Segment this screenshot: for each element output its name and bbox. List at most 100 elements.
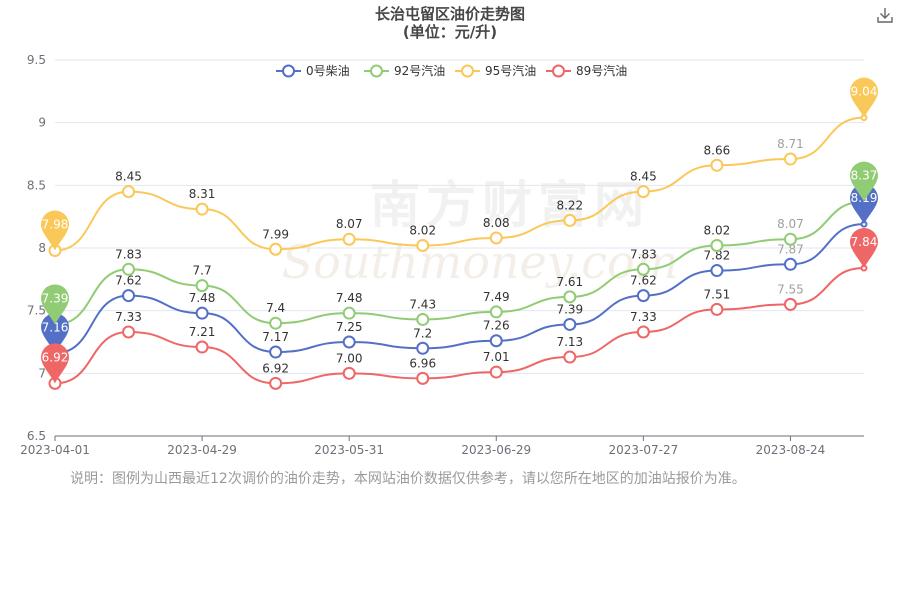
data-label: 7.25 [336, 320, 363, 334]
y-tick-label: 9.5 [27, 53, 46, 67]
pin-layer: 7.168.197.398.377.989.046.927.84 [41, 77, 878, 384]
pin-label: 6.92 [42, 350, 69, 364]
y-tick-label: 8.5 [27, 178, 46, 192]
data-point [416, 371, 430, 385]
data-label: 8.66 [704, 143, 731, 157]
pin-shape [850, 228, 878, 269]
data-label: 7.01 [483, 350, 510, 364]
data-label: 6.92 [262, 361, 289, 375]
data-label: 8.71 [777, 137, 804, 151]
data-label: 7.83 [630, 247, 657, 261]
data-point [710, 302, 724, 316]
marker-pin: 9.04 [850, 77, 878, 118]
data-label: 8.02 [409, 223, 436, 237]
series-layer: 7.627.487.177.25 7.27.267.397.627.82 7.877… [48, 114, 868, 390]
data-point [122, 185, 136, 199]
marker-pin: 7.84 [850, 228, 878, 269]
data-label: 7.33 [630, 310, 657, 324]
data-label: 8.08 [483, 216, 510, 230]
pin-shape [41, 284, 69, 325]
data-label: 7.21 [189, 325, 216, 339]
y-axis: 6.5 7 7.5 8 8.5 9 9.5 [27, 53, 46, 443]
x-tick-label: 2023-08-24 [756, 443, 826, 457]
legend-label: 92号汽油 [394, 63, 445, 78]
data-point [269, 316, 283, 330]
pin-label: 9.04 [851, 85, 878, 99]
chart-legend[interactable]: 0号柴油 92号汽油 95号汽油 89号汽油 [276, 63, 627, 78]
series-0: 7.62 7.48 7.17 7.25 7.2 7.26 7.39 7.62 7.82 7.87 [48, 220, 868, 360]
series-3: 7.33 7.21 6.92 7.00 6.96 7.01 7.13 7.33 7.51 7.55 [48, 264, 868, 390]
marker-pin: 6.92 [41, 343, 69, 384]
data-point [783, 152, 797, 166]
series-line [54, 223, 865, 355]
data-point [489, 231, 503, 245]
pin-label: 7.39 [42, 291, 69, 305]
x-tick-label: 2023-04-29 [167, 443, 237, 457]
legend-label: 89号汽油 [576, 63, 627, 78]
watermark-subtext: Southmoney.com [282, 235, 679, 289]
x-tick-label: 2023-04-01 [20, 443, 90, 457]
legend-item-2[interactable]: 95号汽油 [455, 63, 536, 78]
data-point [342, 335, 356, 349]
data-label: 7.61 [556, 275, 583, 289]
y-tick-label: 9 [38, 116, 46, 130]
data-point [563, 350, 577, 364]
chart-note: 说明：图例为山西最近12次调价的油价走势，本网站油价数据仅供参考，请以您所在地区… [70, 471, 746, 487]
data-point [195, 202, 209, 216]
data-point [710, 238, 724, 252]
data-point [783, 257, 797, 271]
data-label: 7.55 [777, 282, 804, 296]
data-point [783, 297, 797, 311]
y-tick-label: 7 [38, 366, 46, 380]
x-tick-label: 2023-06-29 [461, 443, 531, 457]
series-line [54, 267, 865, 385]
data-point [195, 279, 209, 293]
data-label: 7.17 [262, 330, 289, 344]
pin-label: 7.98 [42, 218, 69, 232]
data-point [416, 312, 430, 326]
pin-label: 7.84 [851, 235, 878, 249]
data-point [636, 185, 650, 199]
data-label: 8.45 [630, 170, 657, 184]
data-label: 7.87 [777, 242, 804, 256]
pin-shape [850, 184, 878, 225]
data-label: 7.2 [413, 326, 432, 340]
x-tick-label: 2023-05-31 [314, 443, 384, 457]
pin-shape [41, 210, 69, 251]
legend-item-1[interactable]: 92号汽油 [364, 63, 445, 78]
data-label: 8.45 [115, 170, 142, 184]
data-label: 7.83 [115, 247, 142, 261]
data-point [269, 376, 283, 390]
series-line [54, 200, 865, 326]
legend-label: 0号柴油 [306, 64, 350, 78]
marker-pin: 7.98 [41, 210, 69, 251]
data-label: 7.13 [556, 335, 583, 349]
data-point [636, 289, 650, 303]
chart-subtitle: (单位：元/升) [402, 23, 498, 41]
data-point [563, 290, 577, 304]
data-point [636, 262, 650, 276]
data-point [710, 264, 724, 278]
legend-swatch-icon [370, 64, 383, 78]
data-label: 7.4 [266, 301, 285, 315]
y-tick-label: 8 [38, 241, 46, 255]
pin-shape [41, 313, 69, 354]
data-point [416, 238, 430, 252]
data-label: 7.48 [189, 291, 216, 305]
download-icon[interactable] [876, 6, 894, 24]
data-label: 7.82 [704, 249, 731, 263]
data-point [195, 306, 209, 320]
y-tick-label: 6.5 [27, 429, 46, 443]
marker-pin: 7.16 [41, 313, 69, 354]
data-label: 6.96 [409, 356, 436, 370]
data-label: 8.22 [556, 198, 583, 212]
data-label: 7.33 [115, 310, 142, 324]
legend-item-3[interactable]: 89号汽油 [546, 63, 627, 78]
legend-item-0[interactable]: 0号柴油 [276, 64, 350, 78]
data-label: 8.07 [336, 217, 363, 231]
pin-shape [850, 77, 878, 118]
data-label: 7.49 [483, 290, 510, 304]
data-point [195, 340, 209, 354]
